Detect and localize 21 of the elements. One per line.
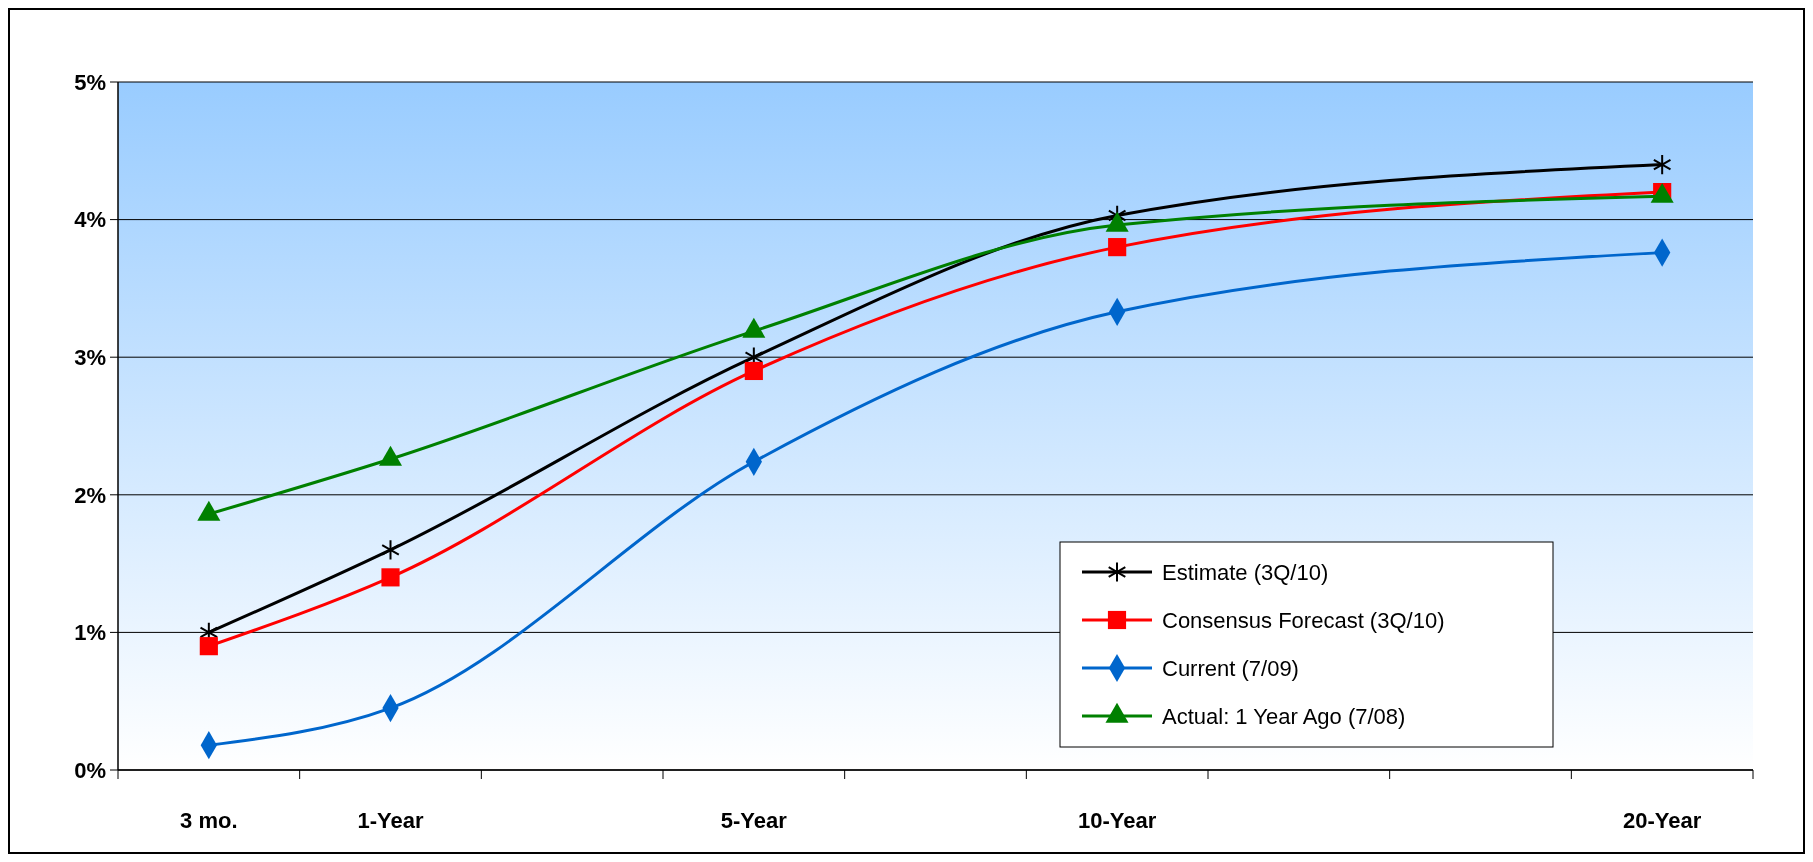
x-tick-label: 5-Year	[720, 808, 788, 833]
y-tick-label: 0%	[74, 757, 106, 783]
legend-label: Consensus Forecast (3Q/10)	[1162, 607, 1445, 633]
x-tick-label: 10-Year	[1078, 808, 1157, 833]
point	[744, 361, 763, 381]
y-tick-label: 5%	[74, 69, 106, 95]
point	[381, 539, 400, 561]
y-tick-label: 4%	[74, 207, 106, 233]
legend-label: Actual: 1 Year Ago (7/08)	[1162, 703, 1406, 729]
x-tick-label: 1-Year	[357, 808, 424, 833]
x-tick-label: 3 mo.	[180, 808, 238, 833]
legend-label: Estimate (3Q/10)	[1162, 559, 1329, 585]
y-tick-label: 1%	[74, 620, 106, 646]
point	[199, 637, 218, 656]
y-tick-label: 2%	[74, 482, 106, 508]
point	[381, 568, 400, 587]
point	[1652, 153, 1672, 176]
x-tick-label: 20-Year	[1623, 808, 1702, 833]
legend-label: Current (7/09)	[1162, 655, 1299, 681]
point	[1108, 238, 1127, 257]
y-tick-label: 3%	[74, 344, 106, 370]
